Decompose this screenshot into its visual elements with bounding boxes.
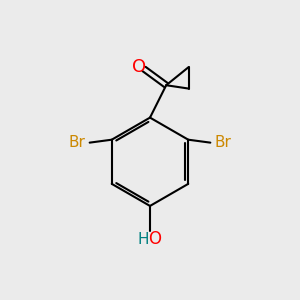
Text: H: H: [138, 232, 149, 247]
Text: O: O: [148, 230, 161, 248]
Text: Br: Br: [214, 135, 231, 150]
Text: Br: Br: [69, 135, 86, 150]
Text: O: O: [132, 58, 146, 76]
